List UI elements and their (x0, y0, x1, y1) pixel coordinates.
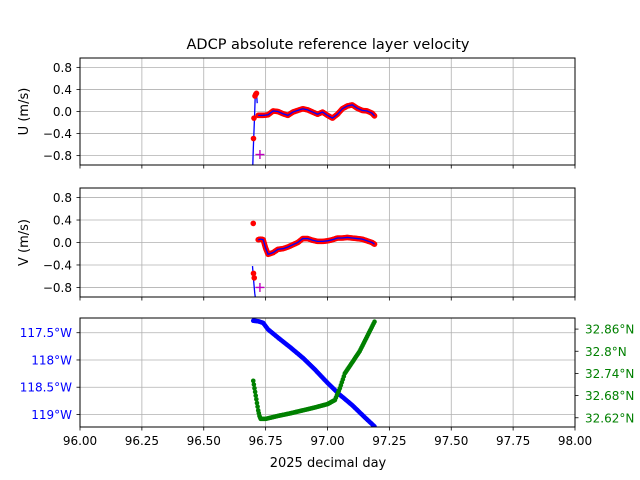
latitude-tick-label: 32.62°N (585, 411, 634, 425)
y-tick-label: −0.8 (43, 281, 72, 295)
latitude-tick-label: 32.8°N (585, 345, 627, 359)
x-tick-label: 96.50 (187, 434, 221, 448)
longitude-tick-label: 118°W (31, 353, 72, 367)
latitude-point (254, 400, 260, 406)
x-tick-label: 98.00 (558, 434, 592, 448)
latitude-point (253, 393, 259, 398)
v-early-point (251, 275, 258, 281)
u-y-ticks: 0.8 0.4 0.0 −0.4 −0.8 (43, 61, 80, 163)
v-data (250, 220, 378, 297)
longitude-tick-label: 119°W (31, 408, 72, 422)
y-tick-label: −0.4 (43, 258, 72, 272)
latitude-tick-label: 32.74°N (585, 367, 634, 381)
x-tick-label: 97.00 (310, 434, 344, 448)
latitude-point (252, 389, 258, 395)
v-early-point (250, 220, 257, 227)
u-early-point (250, 135, 257, 142)
y-tick-label: 0.8 (53, 61, 72, 75)
position-x-ticks: 96.00 96.25 96.50 96.75 97.00 97.25 97.50 97.75… (63, 427, 592, 448)
longitude-tick-label: 117.5°W (20, 326, 72, 340)
u-velocity-panel: 0.8 0.4 0.0 −0.4 −0.8 U (m/s) (17, 57, 576, 169)
y-tick-label: −0.8 (43, 149, 72, 163)
x-tick-label: 96.25 (125, 434, 159, 448)
latitude-tick-label: 32.68°N (585, 389, 634, 403)
u-early-point (251, 115, 257, 121)
latitude-point (372, 319, 377, 324)
y-tick-label: 0.8 (53, 191, 72, 205)
y-tick-label: 0.0 (53, 105, 72, 119)
y-tick-label: 0.4 (53, 214, 72, 228)
y-tick-label: −0.4 (43, 127, 72, 141)
latitude-point (251, 382, 257, 387)
v-y-ticks: 0.8 0.4 0.0 −0.4 −0.8 (43, 191, 80, 295)
longitude-point (372, 424, 377, 427)
x-tick-label: 97.25 (372, 434, 406, 448)
v-early-point (250, 270, 257, 277)
y-tick-label: 0.0 (53, 236, 72, 250)
v-x-ticks (79, 297, 576, 301)
latitude-tick-label: 32.86°N (585, 323, 634, 337)
latitude-y-ticks: 32.86°N 32.8°N 32.74°N 32.68°N 32.62°N (575, 323, 634, 425)
y-tick-label: 0.4 (53, 83, 72, 97)
u-early-point (253, 90, 260, 97)
x-tick-label: 96.75 (248, 434, 282, 448)
latitude-point (252, 385, 257, 391)
position-data (250, 318, 377, 427)
u-data (250, 90, 378, 165)
u-x-ticks (79, 165, 576, 169)
latitude-point (250, 378, 256, 384)
x-tick-label: 97.75 (496, 434, 530, 448)
v-velocity-panel: 0.8 0.4 0.0 −0.4 −0.8 V (m/s) (17, 187, 576, 301)
u-y-axis-label: U (m/s) (17, 88, 32, 136)
longitude-y-ticks: 117.5°W 118°W 118.5°W 119°W (20, 326, 80, 422)
x-tick-label: 96.00 (63, 434, 97, 448)
v-velocity-smooth-line (258, 236, 375, 256)
u-velocity-smooth-line (258, 104, 376, 119)
latitude-point (255, 404, 260, 409)
latitude-point (254, 396, 259, 402)
v-y-axis-label: V (m/s) (17, 219, 32, 266)
chart-title: ADCP absolute reference layer velocity (186, 37, 469, 53)
x-axis-label: 2025 decimal day (270, 456, 387, 471)
x-tick-label: 97.50 (434, 434, 468, 448)
longitude-tick-label: 118.5°W (20, 381, 72, 395)
